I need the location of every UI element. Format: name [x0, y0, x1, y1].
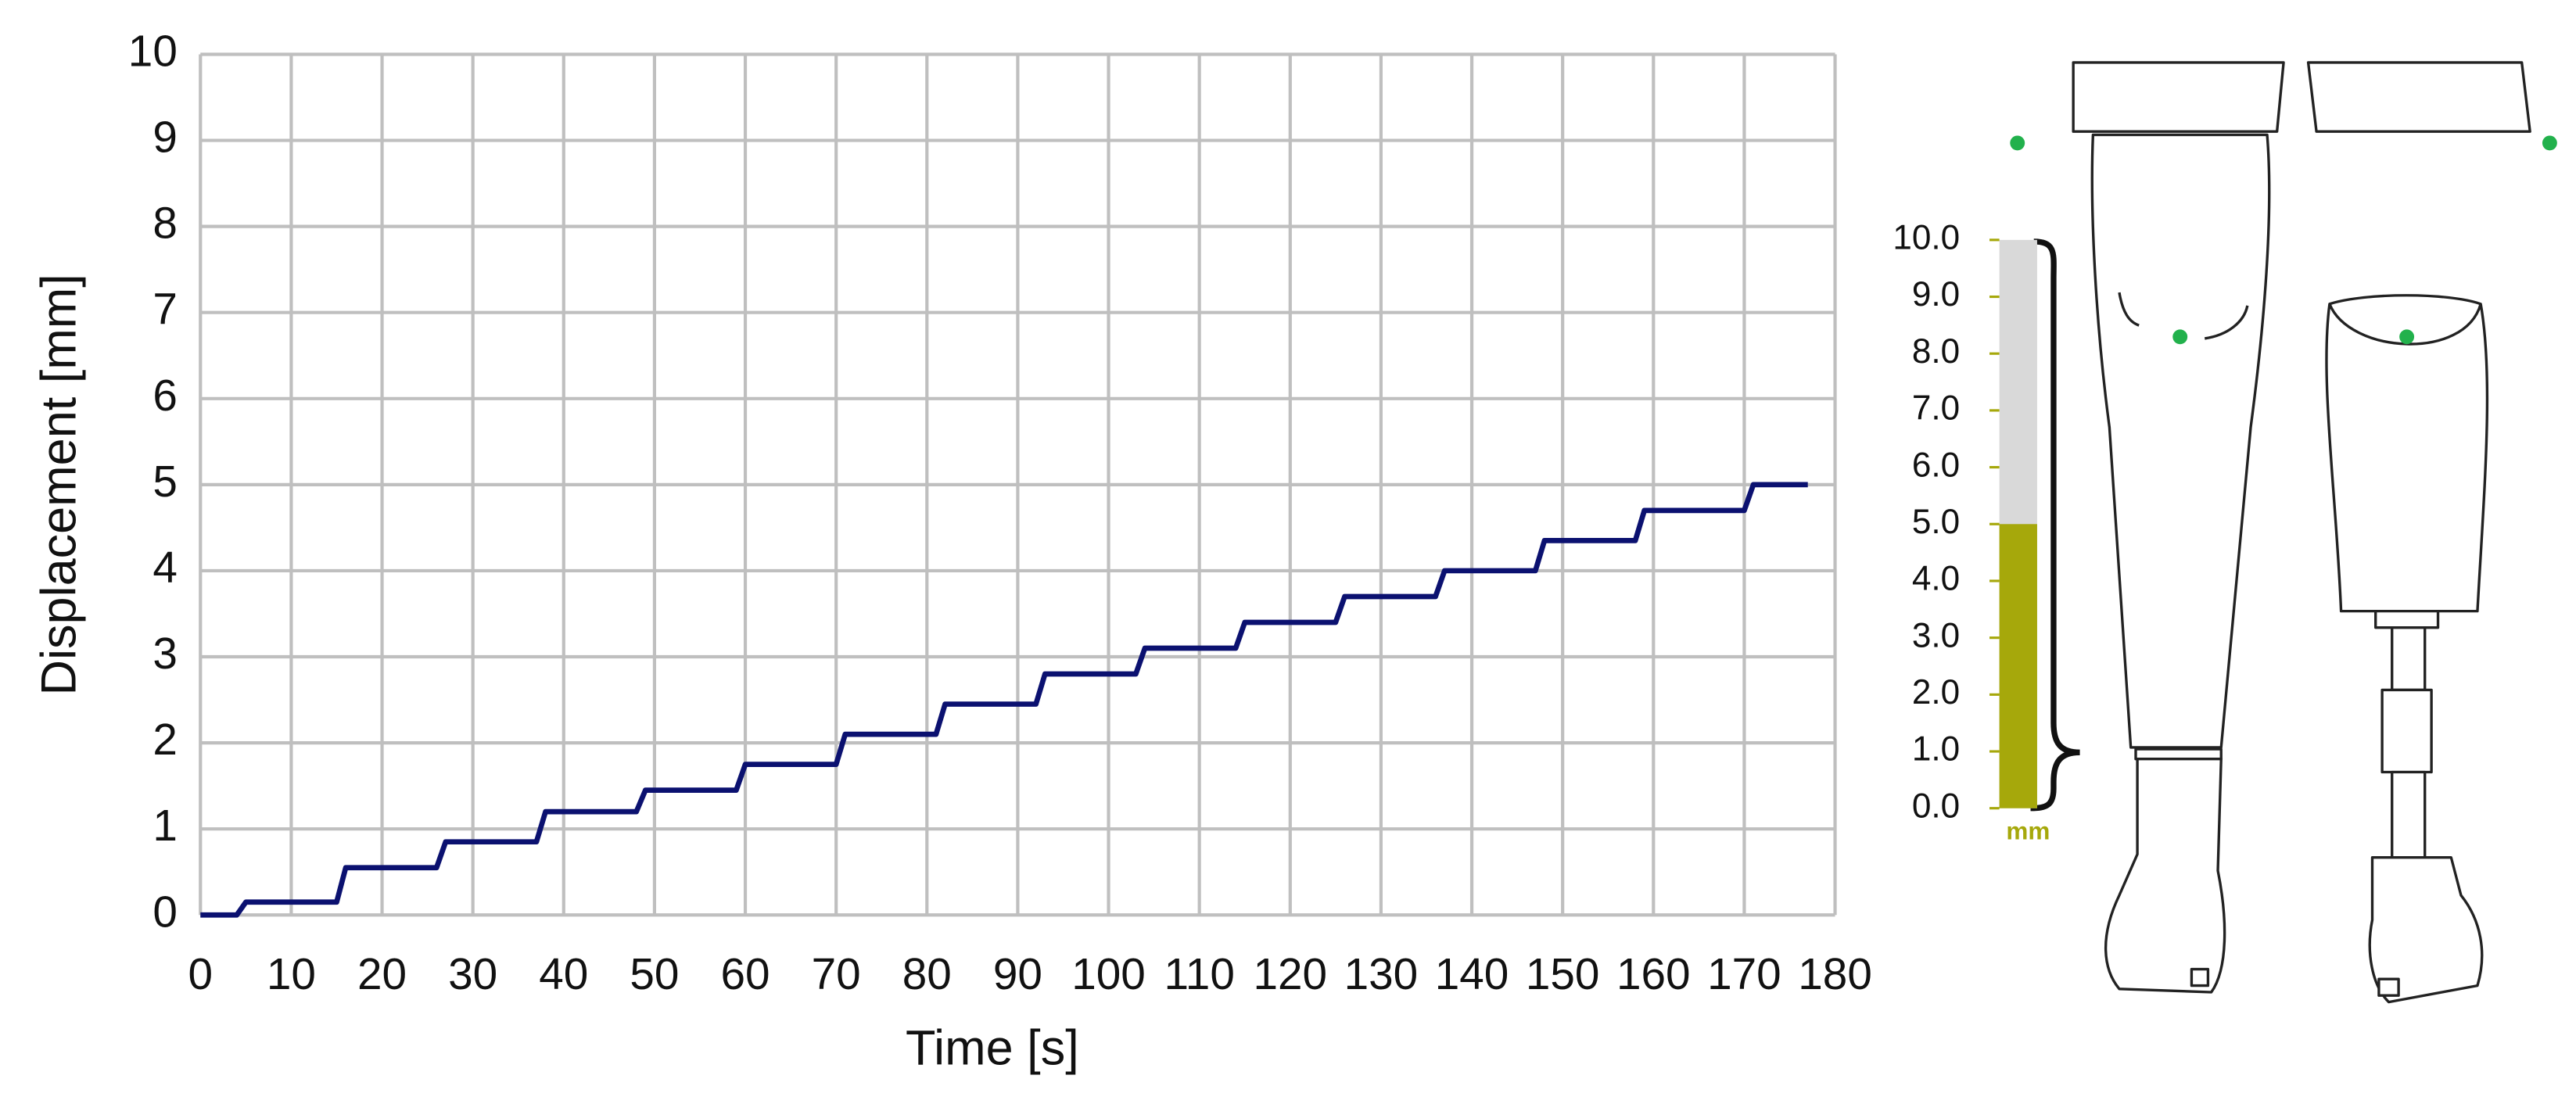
x-tick-label: 70 — [812, 950, 861, 999]
gauge-tick-label: 9.0 — [1912, 275, 1960, 314]
y-tick-label: 8 — [152, 199, 178, 249]
gauge-tick-label: 0.0 — [1912, 787, 1960, 825]
x-tick-label: 150 — [1526, 950, 1600, 999]
gauge-tick-label: 10.0 — [1893, 219, 1960, 257]
x-tick-label: 120 — [1253, 950, 1327, 999]
y-tick-label: 7 — [152, 285, 178, 335]
y-tick-label: 4 — [152, 543, 178, 593]
x-tick-label: 30 — [448, 950, 497, 999]
x-tick-label: 130 — [1344, 950, 1419, 999]
x-tick-label: 90 — [993, 950, 1042, 999]
x-tick-label: 110 — [1164, 950, 1234, 999]
gauge-tick-label: 6.0 — [1912, 446, 1960, 484]
gauge-tick-label: 3.0 — [1912, 616, 1960, 654]
gauge-tick-label: 1.0 — [1912, 730, 1960, 769]
y-axis-title: Displacement [mm] — [31, 274, 86, 695]
gauge-tick-label: 2.0 — [1912, 673, 1960, 712]
x-tick-label: 20 — [357, 950, 407, 999]
y-tick-label: 2 — [152, 715, 178, 765]
x-tick-label: 50 — [630, 950, 679, 999]
unit-label: mm — [2006, 817, 2050, 845]
data-line — [200, 482, 1808, 918]
y-tick-label: 1 — [152, 801, 178, 851]
gauge-tick-label: 4.0 — [1912, 560, 1960, 598]
gauge-tick-label: 5.0 — [1912, 503, 1960, 541]
y-tick-label: 9 — [152, 113, 178, 163]
y-tick-label: 0 — [152, 887, 178, 937]
x-tick-label: 100 — [1071, 950, 1146, 999]
x-tick-label: 180 — [1798, 950, 1872, 999]
x-tick-label: 0 — [188, 950, 213, 999]
leg-illustration — [2010, 61, 2557, 1004]
gauge-fill — [1999, 524, 2037, 808]
y-tick-label: 6 — [152, 371, 178, 421]
y-tick-label: 3 — [152, 629, 178, 679]
x-axis-title: Time [s] — [906, 1020, 1079, 1075]
gauge-tick-label: 7.0 — [1912, 389, 1960, 428]
gauge-tick-label: 8.0 — [1912, 332, 1960, 371]
x-tick-label: 140 — [1435, 950, 1509, 999]
x-tick-label: 10 — [267, 950, 316, 999]
x-tick-label: 40 — [539, 950, 588, 999]
y-tick-label: 10 — [128, 27, 178, 76]
x-tick-label: 60 — [721, 950, 770, 999]
x-tick-label: 80 — [902, 950, 952, 999]
x-tick-label: 160 — [1616, 950, 1691, 999]
x-tick-label: 170 — [1707, 950, 1781, 999]
y-tick-label: 5 — [152, 457, 178, 507]
